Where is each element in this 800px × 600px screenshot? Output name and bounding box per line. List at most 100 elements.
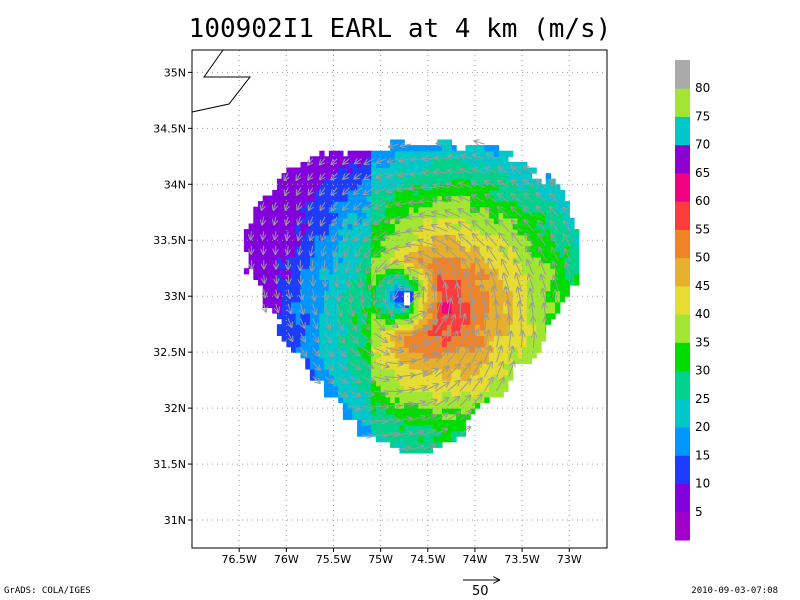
speed-cell [338,245,344,252]
speed-cell [309,206,316,213]
speed-cell [276,229,283,236]
speed-cell [441,145,448,152]
speed-cell [508,184,514,191]
speed-cell [347,385,353,392]
speed-cell [248,257,254,264]
speed-cell [531,352,537,359]
speed-cell [427,341,434,348]
wind-vector [385,289,386,302]
speed-cell [342,279,349,286]
speed-cell [371,156,377,163]
speed-cell [456,402,462,409]
speed-cell [291,313,297,320]
speed-cell [390,217,396,225]
speed-cell [366,273,372,280]
speed-cell [314,156,320,163]
speed-cell [432,290,438,297]
speed-cell [366,240,372,247]
speed-cell [347,251,353,258]
speed-cell [338,184,344,191]
speed-cell [413,413,419,420]
speed-cell [328,273,335,280]
speed-cell [399,240,405,247]
speed-cell [380,223,386,230]
wind-vector [354,172,363,179]
speed-cell [272,285,278,292]
speed-cell [493,201,500,208]
speed-cell [286,167,292,174]
speed-cell [324,363,330,370]
speed-cell [375,223,382,230]
wind-vector [398,333,417,334]
speed-cell [432,346,438,353]
speed-cell [309,223,316,230]
speed-cell [456,273,462,280]
speed-cell [300,313,306,320]
speed-cell [347,324,353,331]
speed-cell [404,268,410,275]
speed-cell [347,234,353,241]
speed-cell [475,352,481,359]
speed-cell [545,178,551,185]
speed-cell [357,161,363,169]
wind-vector [537,206,547,218]
speed-cell [451,374,457,381]
speed-cell [399,430,405,437]
speed-cell [404,195,410,202]
speed-cell [559,217,566,225]
speed-cell [357,396,363,404]
speed-cell [517,324,523,331]
wind-vector [564,234,571,247]
speed-cell [493,217,500,225]
wind-vector [364,230,375,241]
speed-cell [404,245,410,252]
speed-cell [276,189,283,197]
speed-cell [522,324,528,331]
wind-vector [324,318,330,329]
speed-cell [503,307,509,314]
speed-cell [380,189,386,197]
speed-cell [253,206,259,213]
speed-cell [276,313,283,320]
speed-cell [258,229,264,236]
speed-cell [371,424,377,432]
speed-cell [324,385,330,392]
speed-cell [559,296,566,303]
speed-cell [522,268,528,275]
speed-cell [295,335,301,342]
speed-cell [479,346,485,353]
wind-vector [471,208,485,218]
speed-cell [333,273,339,280]
speed-cell [380,329,386,336]
speed-cell [427,201,434,208]
wind-vector [320,172,325,179]
wind-vector [506,287,509,305]
speed-cell [309,357,316,364]
speed-cell [390,268,396,275]
speed-cell [399,229,405,236]
speed-cell [281,262,287,269]
speed-cell [309,313,316,320]
speed-cell [371,352,377,359]
speed-cell [347,346,353,353]
speed-cell [371,268,377,275]
speed-cell [305,363,311,370]
speed-cell [569,262,575,269]
speed-cell [338,189,344,197]
wind-vector [459,209,473,218]
speed-cell [366,301,372,308]
speed-cell [394,178,401,185]
speed-cell [493,167,500,174]
wind-vector [472,195,485,203]
speed-cell [342,290,349,297]
wind-vector [502,260,510,276]
speed-cell [451,307,457,314]
speed-cell [291,201,297,208]
speed-cell [456,374,462,381]
speed-cell [267,229,273,236]
speed-cell [371,212,377,219]
speed-cell [427,368,434,376]
speed-cell [385,268,391,275]
speed-cell [413,447,419,454]
wind-vector [332,187,338,195]
